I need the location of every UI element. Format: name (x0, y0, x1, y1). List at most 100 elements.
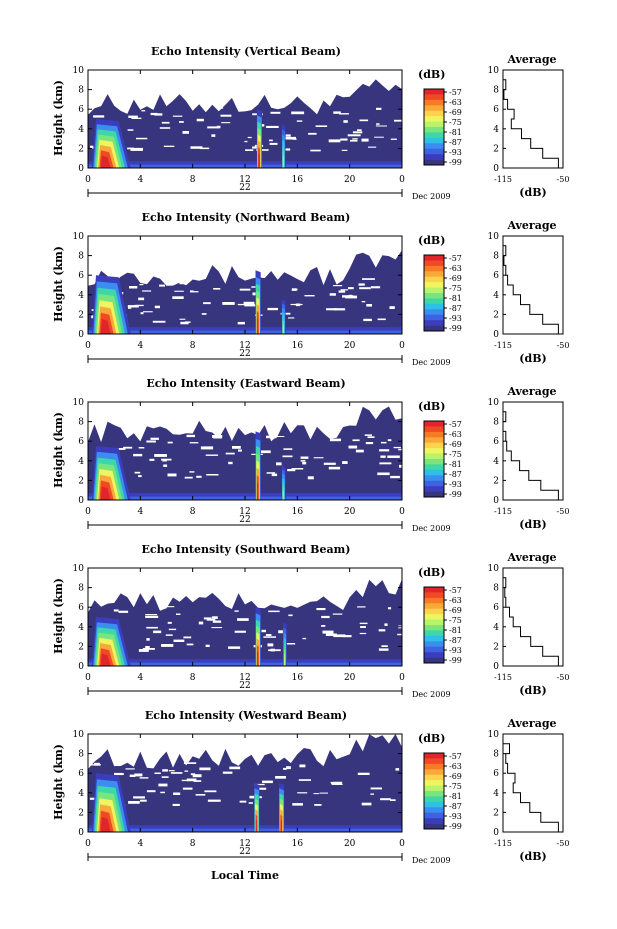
no-echo-gap (153, 630, 162, 634)
no-echo-gap (313, 793, 319, 795)
y-tick-label: 2 (78, 476, 84, 486)
no-echo-gap (288, 614, 293, 617)
rain-cell-band (282, 155, 284, 168)
average-profile-line (503, 577, 559, 666)
no-echo-gap (143, 311, 153, 313)
colorbar-ticks: -57-63-69-75-81-87-93-99 (444, 88, 462, 167)
colorbar-swatch (424, 646, 444, 653)
y-tick-label: 8 (78, 252, 84, 262)
day-axis: 22 (87, 681, 403, 695)
no-echo-gap (168, 628, 177, 631)
no-echo-gap (206, 474, 219, 476)
no-echo-gap (154, 113, 163, 116)
no-echo-gap (348, 287, 354, 290)
no-echo-gap (341, 149, 348, 151)
average-y-tick-label: 6 (493, 271, 499, 281)
no-echo-gap (359, 632, 367, 635)
month-label: Dec 2009 (412, 690, 451, 699)
no-echo-gap (154, 454, 167, 457)
day-label: 22 (239, 183, 250, 193)
no-echo-gap (141, 110, 146, 112)
average-y-tick-label: 8 (493, 750, 499, 760)
colorbar-swatch (424, 769, 444, 776)
y-tick-label: 10 (73, 66, 85, 76)
no-echo-gap (370, 286, 381, 289)
colorbar-swatch (424, 110, 444, 117)
no-echo-gap (269, 139, 273, 142)
average-y-tick-label: 10 (488, 232, 500, 242)
no-echo-gap (183, 636, 192, 639)
x-tick-label: 20 (344, 673, 356, 683)
colorbar-swatch (424, 314, 444, 321)
no-echo-gap (192, 774, 202, 778)
colorbar-tick-label: -87 (449, 304, 462, 313)
y-axis-label: Height (km) (52, 80, 65, 156)
no-echo-gap (367, 436, 375, 438)
no-echo-gap (329, 438, 341, 442)
average-xtick-left: -115 (494, 341, 512, 350)
no-echo-gap (319, 792, 328, 794)
no-echo-gap (154, 305, 160, 309)
no-echo-gap (146, 626, 158, 629)
no-echo-gap (183, 762, 197, 764)
no-echo-gap (133, 796, 145, 799)
x-tick-label: 8 (190, 341, 196, 351)
no-echo-gap (176, 613, 181, 615)
colorbar-tick-label: -57 (449, 586, 462, 595)
no-echo-gap (256, 149, 269, 151)
no-echo-gap (193, 780, 202, 782)
no-echo-gap (332, 613, 343, 615)
no-echo-gap (288, 317, 295, 319)
no-echo-gap (299, 764, 306, 768)
average-y-tick-label: 0 (493, 828, 499, 838)
no-echo-gap (139, 284, 144, 286)
colorbar-tick-label: -63 (449, 596, 462, 605)
no-echo-gap (182, 787, 193, 790)
colorbar-swatch (424, 801, 444, 808)
no-echo-gap (216, 125, 221, 129)
colorbar-tick-label: -87 (449, 802, 462, 811)
y-tick-label: 2 (78, 808, 84, 818)
colorbar-frame (423, 752, 445, 830)
no-echo-gap (172, 803, 180, 806)
no-echo-gap (359, 287, 371, 290)
colorbar-swatch (424, 426, 444, 433)
y-axis-label: Height (km) (52, 246, 65, 322)
no-echo-gap (308, 132, 317, 135)
no-echo-gap (220, 114, 232, 117)
x-tick-label: 0 (85, 839, 91, 849)
no-echo-gap (380, 455, 386, 458)
no-echo-gap (150, 437, 159, 440)
average-frame (502, 733, 564, 833)
echo-region (88, 406, 402, 500)
no-echo-gap (201, 313, 207, 315)
colorbar-tick-label: -69 (449, 772, 462, 781)
average-y-tick-label: 6 (493, 603, 499, 613)
no-echo-gap (273, 436, 285, 437)
x-tick-label: 20 (344, 839, 356, 849)
x-tick-label: 16 (292, 341, 304, 351)
no-echo-gap (292, 803, 303, 806)
no-echo-gap (161, 606, 175, 608)
no-echo-gap (165, 634, 173, 636)
no-echo-gap (300, 456, 309, 459)
average-xtick-left: -115 (494, 673, 512, 682)
echo-region (88, 734, 402, 832)
x-tick-label: 4 (137, 507, 143, 517)
colorbar-swatch (424, 812, 444, 819)
no-echo-gap (276, 462, 284, 466)
colorbar-tick-label: -75 (449, 284, 462, 293)
no-echo-gap (243, 301, 255, 305)
no-echo-gap (361, 301, 366, 303)
heatmap (87, 235, 403, 335)
average-y-tick-label: 0 (493, 164, 499, 174)
rain-cell-band (282, 324, 284, 334)
no-echo-gap (364, 434, 372, 436)
no-echo-gap (145, 615, 159, 618)
no-echo-gap (315, 125, 328, 127)
colorbar-swatch (424, 265, 444, 272)
colorbar-swatch (424, 486, 444, 492)
no-echo-gap (361, 138, 369, 142)
no-echo-gap (361, 802, 372, 806)
no-echo-gap (211, 616, 218, 619)
